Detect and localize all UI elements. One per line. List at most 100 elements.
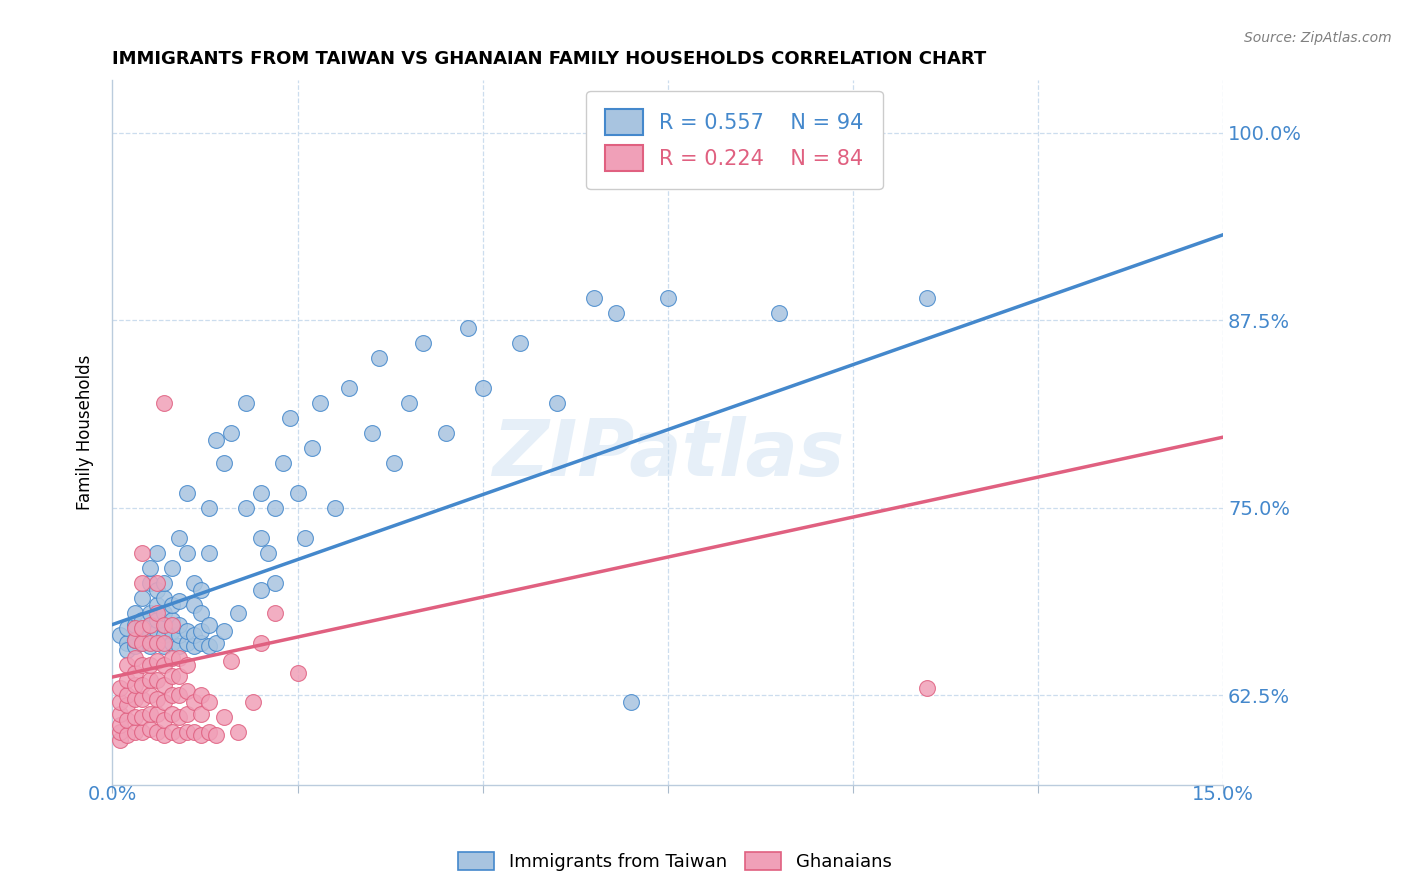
Point bbox=[160, 598, 183, 612]
Point bbox=[153, 729, 176, 743]
Point bbox=[108, 733, 131, 747]
Point bbox=[176, 485, 198, 500]
Point bbox=[146, 725, 169, 739]
Point bbox=[167, 650, 190, 665]
Point bbox=[434, 425, 457, 440]
Point bbox=[219, 653, 242, 667]
Point bbox=[146, 653, 169, 667]
Point bbox=[131, 677, 153, 691]
Point bbox=[146, 635, 169, 649]
Point bbox=[131, 725, 153, 739]
Point bbox=[219, 425, 242, 440]
Point bbox=[146, 635, 169, 649]
Point bbox=[108, 718, 131, 732]
Point bbox=[249, 582, 271, 597]
Point bbox=[146, 575, 169, 590]
Text: Source: ZipAtlas.com: Source: ZipAtlas.com bbox=[1244, 31, 1392, 45]
Point bbox=[138, 635, 160, 649]
Point bbox=[124, 632, 146, 647]
Point bbox=[546, 395, 568, 409]
Point bbox=[124, 710, 146, 724]
Point bbox=[287, 665, 309, 680]
Point bbox=[153, 635, 176, 649]
Point bbox=[146, 606, 169, 620]
Point bbox=[183, 639, 205, 653]
Point bbox=[228, 725, 250, 739]
Legend: Immigrants from Taiwan, Ghanaians: Immigrants from Taiwan, Ghanaians bbox=[451, 845, 898, 879]
Point bbox=[138, 673, 160, 687]
Point bbox=[153, 606, 176, 620]
Point bbox=[160, 560, 183, 574]
Point bbox=[160, 613, 183, 627]
Point bbox=[257, 545, 280, 559]
Point bbox=[382, 456, 405, 470]
Point bbox=[167, 531, 190, 545]
Point bbox=[153, 658, 176, 673]
Point bbox=[190, 688, 212, 702]
Point bbox=[212, 456, 235, 470]
Point bbox=[190, 729, 212, 743]
Point bbox=[183, 598, 205, 612]
Point bbox=[131, 635, 153, 649]
Y-axis label: Family Households: Family Households bbox=[76, 355, 94, 510]
Point bbox=[124, 725, 146, 739]
Point bbox=[339, 381, 361, 395]
Text: IMMIGRANTS FROM TAIWAN VS GHANAIAN FAMILY HOUSEHOLDS CORRELATION CHART: IMMIGRANTS FROM TAIWAN VS GHANAIAN FAMIL… bbox=[112, 50, 987, 68]
Point bbox=[131, 621, 153, 635]
Point bbox=[271, 456, 294, 470]
Point bbox=[160, 725, 183, 739]
Text: 0.0%: 0.0% bbox=[87, 785, 138, 804]
Point bbox=[183, 725, 205, 739]
Point bbox=[249, 485, 271, 500]
Point bbox=[124, 650, 146, 665]
Point bbox=[146, 624, 169, 638]
Point bbox=[190, 624, 212, 638]
Point bbox=[153, 591, 176, 605]
Point bbox=[278, 410, 301, 425]
Point bbox=[146, 545, 169, 559]
Point bbox=[176, 658, 198, 673]
Point bbox=[167, 710, 190, 724]
Point bbox=[212, 710, 235, 724]
Point bbox=[117, 698, 139, 713]
Point bbox=[176, 635, 198, 649]
Point bbox=[197, 617, 219, 632]
Point bbox=[160, 688, 183, 702]
Point bbox=[160, 650, 183, 665]
Point bbox=[197, 725, 219, 739]
Point bbox=[146, 582, 169, 597]
Point bbox=[197, 639, 219, 653]
Point bbox=[117, 673, 139, 687]
Point bbox=[153, 617, 176, 632]
Point bbox=[108, 628, 131, 642]
Text: ZIPatlas: ZIPatlas bbox=[492, 416, 844, 491]
Point bbox=[124, 665, 146, 680]
Point bbox=[197, 500, 219, 515]
Legend: R = 0.557    N = 94, R = 0.224    N = 84: R = 0.557 N = 94, R = 0.224 N = 84 bbox=[586, 91, 883, 189]
Point bbox=[117, 688, 139, 702]
Point bbox=[167, 628, 190, 642]
Point bbox=[176, 545, 198, 559]
Point bbox=[620, 696, 643, 710]
Point bbox=[138, 639, 160, 653]
Point bbox=[117, 658, 139, 673]
Point bbox=[242, 696, 264, 710]
Point bbox=[117, 635, 139, 649]
Point bbox=[108, 725, 131, 739]
Point bbox=[323, 500, 346, 515]
Point bbox=[205, 433, 228, 447]
Point bbox=[398, 395, 420, 409]
Point bbox=[264, 606, 287, 620]
Point bbox=[131, 624, 153, 638]
Point bbox=[167, 688, 190, 702]
Point bbox=[138, 617, 160, 632]
Point bbox=[183, 575, 205, 590]
Point bbox=[131, 545, 153, 559]
Point bbox=[197, 545, 219, 559]
Point bbox=[153, 617, 176, 632]
Point bbox=[915, 291, 938, 305]
Point bbox=[131, 635, 153, 649]
Point bbox=[264, 500, 287, 515]
Point bbox=[160, 635, 183, 649]
Point bbox=[131, 591, 153, 605]
